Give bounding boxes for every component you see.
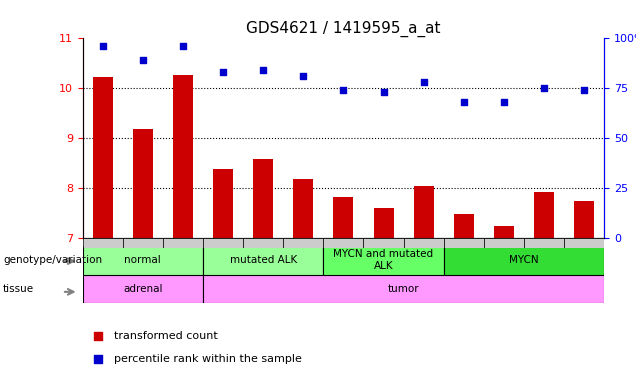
Bar (93, 77, 113, 238)
Point (499, 99, 509, 105)
Point (418, 79, 429, 85)
FancyBboxPatch shape (123, 238, 163, 248)
Text: percentile rank within the sample: percentile rank within the sample (114, 354, 302, 364)
Text: tumor: tumor (388, 284, 419, 294)
FancyBboxPatch shape (283, 238, 323, 248)
Bar (574, 200, 594, 238)
FancyBboxPatch shape (203, 275, 604, 303)
Bar (453, 214, 474, 238)
Bar (133, 129, 153, 238)
Point (178, 43, 188, 50)
Title: GDS4621 / 1419595_a_at: GDS4621 / 1419595_a_at (246, 21, 441, 37)
Point (98, 43, 108, 50)
Point (298, 73, 308, 79)
FancyBboxPatch shape (484, 238, 524, 248)
FancyBboxPatch shape (323, 246, 444, 275)
Text: transformed count: transformed count (114, 331, 218, 341)
Point (539, 85, 549, 91)
Bar (213, 169, 233, 238)
FancyBboxPatch shape (83, 238, 123, 248)
FancyBboxPatch shape (364, 238, 404, 248)
FancyBboxPatch shape (203, 246, 323, 275)
Text: normal: normal (125, 255, 162, 265)
Bar (534, 192, 554, 238)
FancyBboxPatch shape (444, 238, 484, 248)
Text: MYCN and mutated
ALK: MYCN and mutated ALK (333, 249, 434, 271)
Point (218, 69, 228, 75)
Point (138, 57, 148, 63)
Bar (494, 226, 514, 238)
Bar (373, 208, 394, 238)
FancyBboxPatch shape (404, 238, 444, 248)
FancyBboxPatch shape (203, 238, 243, 248)
Point (378, 89, 389, 95)
Text: tissue: tissue (3, 284, 34, 294)
Bar (413, 185, 434, 238)
Point (338, 87, 349, 93)
Point (258, 67, 268, 73)
Bar (253, 159, 273, 238)
FancyBboxPatch shape (524, 238, 564, 248)
Point (459, 99, 469, 105)
Bar (293, 179, 314, 238)
Text: mutated ALK: mutated ALK (230, 255, 297, 265)
FancyBboxPatch shape (564, 238, 604, 248)
Text: adrenal: adrenal (123, 284, 163, 294)
FancyBboxPatch shape (323, 238, 364, 248)
FancyBboxPatch shape (243, 238, 283, 248)
Point (481, 187, 491, 194)
FancyBboxPatch shape (83, 246, 203, 275)
Text: genotype/variation: genotype/variation (3, 255, 102, 265)
FancyBboxPatch shape (83, 275, 203, 303)
Text: MYCN: MYCN (509, 255, 539, 265)
Bar (333, 197, 354, 238)
FancyBboxPatch shape (163, 238, 203, 248)
FancyBboxPatch shape (444, 246, 604, 275)
Bar (173, 75, 193, 238)
Point (579, 87, 589, 93)
